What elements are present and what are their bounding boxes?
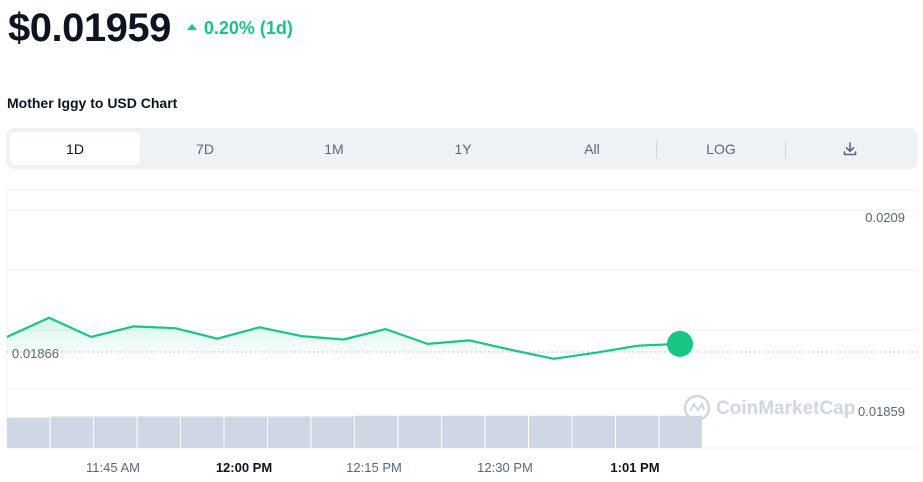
volume-bar	[398, 415, 441, 448]
volume-bar	[181, 416, 224, 448]
volume-bar	[572, 415, 615, 448]
volume-bar	[268, 416, 311, 448]
volume-bar	[224, 416, 267, 448]
x-tick-label: 11:45 AM	[86, 460, 140, 475]
volume-bar	[7, 417, 50, 448]
coinmarketcap-logo-icon	[689, 401, 705, 412]
volume-bar	[442, 415, 485, 448]
current-price: $0.01959	[8, 5, 171, 50]
x-tick-label: 1:01 PM	[610, 460, 659, 475]
price-line	[6, 316, 681, 360]
divider	[656, 139, 657, 158]
volume-bar	[355, 415, 398, 448]
price-chart: 0.0209 0.01859 0.01866 CoinMarketCap 11:45 A…	[0, 180, 923, 482]
price-header: $0.01959 0.20% (1d)	[8, 4, 293, 52]
reference-label: 0.01866	[12, 346, 59, 361]
log-scale-toggle[interactable]: LOG	[706, 140, 736, 157]
current-price-marker	[667, 330, 693, 357]
price-area	[7, 317, 680, 359]
time-range-selector: 1D 7D 1M 1Y All LOG	[6, 128, 918, 169]
tab-1m[interactable]: 1M	[324, 140, 344, 157]
coinmarketcap-watermark: CoinMarketCap	[683, 394, 855, 422]
volume-bar	[50, 416, 93, 448]
volume-bar	[137, 416, 180, 448]
download-icon[interactable]	[830, 132, 870, 165]
volume-bar	[94, 416, 137, 448]
volume-bar	[616, 415, 659, 448]
tab-1d[interactable]: 1D	[10, 132, 140, 165]
caret-up-icon	[186, 24, 197, 30]
x-tick-label: 12:00 PM	[216, 460, 272, 475]
price-change-badge: 0.20% (1d)	[186, 17, 293, 39]
price-chart-svg: 0.0209 0.01859 0.01866 CoinMarketCap 11:45 A…	[6, 189, 918, 475]
x-tick-label: 12:15 PM	[346, 460, 402, 475]
y-tick-label: 0.01859	[858, 404, 905, 419]
price-change-text: 0.20% (1d)	[203, 17, 293, 38]
volume-bar	[311, 416, 354, 448]
chart-title: Mother Iggy to USD Chart	[7, 95, 178, 111]
watermark-text: CoinMarketCap	[716, 398, 855, 419]
coinmarketcap-logo-icon	[683, 394, 711, 422]
volume-bar	[485, 415, 528, 448]
y-tick-label: 0.0209	[865, 210, 905, 225]
volume-bar	[529, 415, 572, 448]
tab-all[interactable]: All	[584, 140, 600, 157]
x-tick-label: 12:30 PM	[477, 460, 533, 475]
tab-7d[interactable]: 7D	[196, 140, 214, 157]
tab-1y[interactable]: 1Y	[454, 140, 472, 157]
divider	[785, 139, 786, 158]
